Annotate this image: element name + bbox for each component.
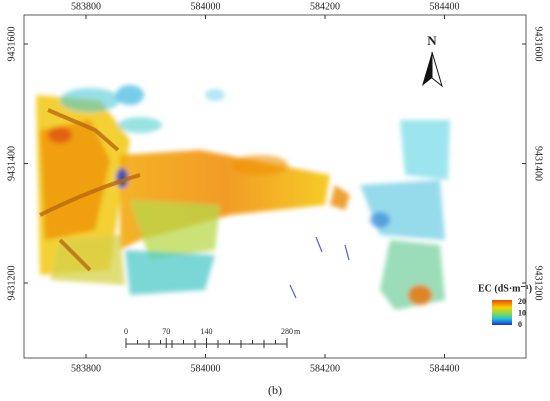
y-tick-label-left: 9431400 — [6, 146, 17, 181]
north-label: N — [427, 33, 437, 48]
y-tick-label-right: 9431600 — [533, 27, 544, 62]
legend: EC (dS·m⁻¹) 20 10 0 — [478, 283, 532, 329]
scale-label: 280 — [281, 327, 293, 336]
y-tick-label-right: 9431200 — [533, 266, 544, 301]
scale-unit: m — [294, 327, 301, 336]
x-tick-label-bottom: 584400 — [430, 363, 460, 374]
x-tick-label-top: 584200 — [310, 1, 340, 12]
legend-colorbar — [492, 300, 512, 325]
legend-label: 0 — [518, 320, 522, 329]
map-frame — [23, 14, 527, 359]
x-tick-label-top: 584000 — [191, 1, 221, 12]
legend-label: 20 — [518, 297, 526, 306]
y-tick-label-left: 9431600 — [6, 27, 17, 62]
caption: (b) — [268, 383, 282, 397]
x-tick-label-bottom: 584200 — [310, 363, 340, 374]
scale-label: 70 — [162, 327, 170, 336]
scale-label: 0 — [124, 327, 128, 336]
scale-label: 140 — [201, 327, 213, 336]
x-tick-label-bottom: 584000 — [191, 363, 221, 374]
y-tick-label-left: 9431200 — [6, 266, 17, 301]
y-tick-label-right: 9431400 — [533, 146, 544, 181]
legend-label: 10 — [518, 308, 526, 317]
scale-bar: 0 70 140 280 m — [124, 327, 301, 348]
north-arrow: N — [422, 33, 443, 88]
x-tick-label-top: 584400 — [430, 1, 460, 12]
legend-title: EC (dS·m⁻¹) — [478, 283, 532, 294]
x-tick-label-bottom: 583800 — [71, 363, 101, 374]
ec-raster — [36, 85, 450, 310]
x-tick-label-top: 583800 — [71, 1, 101, 12]
